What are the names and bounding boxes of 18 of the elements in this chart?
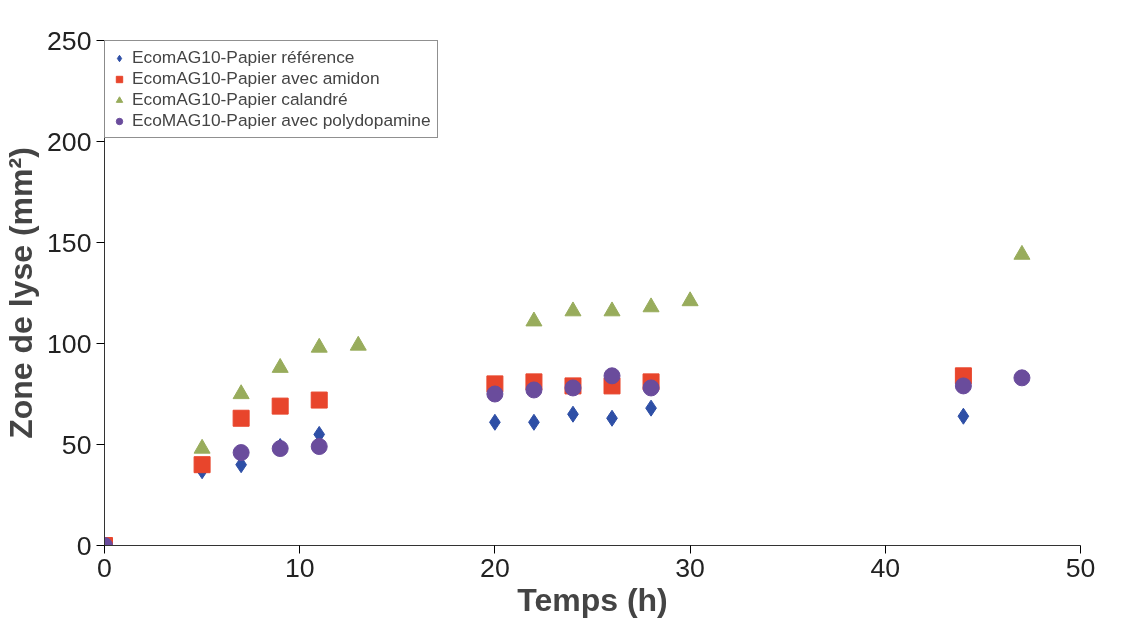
legend-label: EcoMAG10-Papier avec polydopamine — [132, 110, 431, 131]
y-tick-label: 150 — [47, 227, 92, 258]
x-axis-title: Temps (h) — [517, 581, 668, 618]
x-tick-label: 30 — [675, 552, 705, 583]
legend-label: EcomAG10-Papier référence — [132, 47, 355, 68]
x-tick-label: 40 — [870, 552, 901, 583]
x-tick-label: 20 — [480, 552, 510, 583]
y-tick-label: 0 — [76, 530, 92, 561]
legend-label: EcomAG10-Papier calandré — [132, 89, 348, 110]
y-tick-label: 250 — [47, 25, 92, 56]
y-axis-title: Zone de lyse (mm²) — [3, 147, 40, 439]
x-tick-label: 10 — [284, 552, 315, 583]
legend-label: EcomAG10-Papier avec amidon — [132, 68, 380, 89]
x-tick-label: 0 — [97, 552, 112, 583]
x-tick-label: 50 — [1065, 552, 1096, 583]
y-tick-label: 200 — [47, 126, 92, 157]
y-tick-label: 50 — [61, 429, 92, 460]
y-tick-label: 100 — [47, 328, 92, 359]
